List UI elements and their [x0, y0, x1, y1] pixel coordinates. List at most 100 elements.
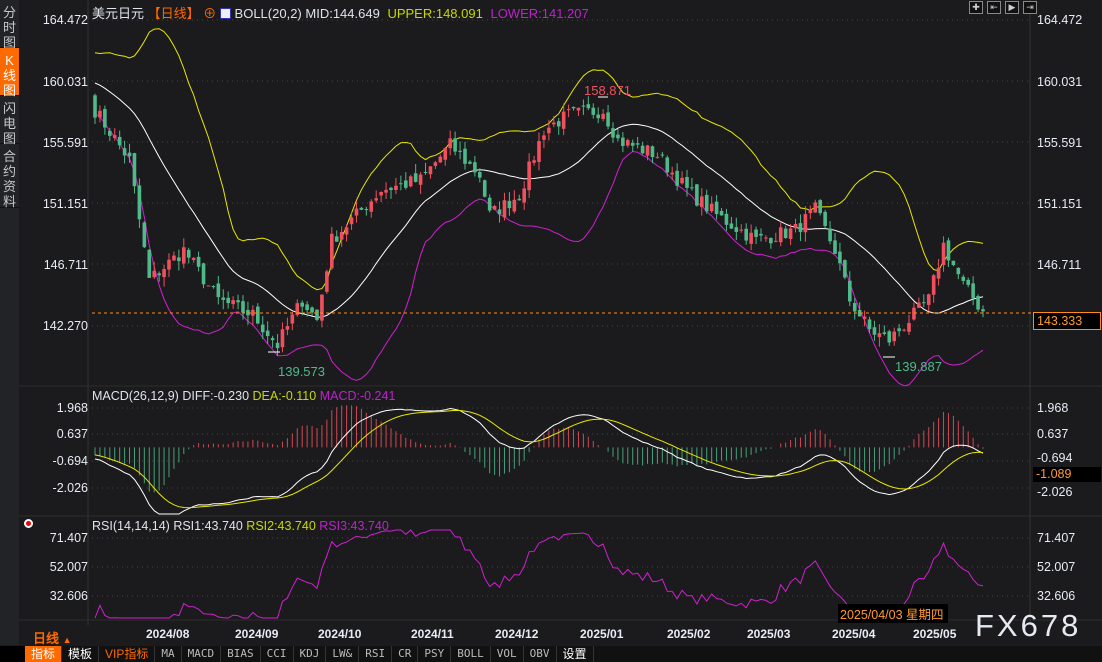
toolbar-macd[interactable]: MACD — [182, 646, 222, 662]
toolbar-vol[interactable]: VOL — [491, 646, 524, 662]
macd-current-badge: -1.089 — [1033, 467, 1101, 482]
toolbar-settings[interactable]: 设置 — [557, 646, 594, 662]
toolbar-psy[interactable]: PSY — [418, 646, 452, 662]
record-icon[interactable] — [24, 519, 33, 528]
rsi-tick: 32.606 — [49, 589, 88, 603]
month-label: 2025/01 — [580, 627, 624, 641]
crosshair-icon[interactable]: ⊕ — [203, 6, 217, 21]
tab-kline[interactable]: K线图 — [0, 48, 19, 98]
toolbar-boll[interactable]: BOLL — [451, 646, 491, 662]
candle-body — [344, 227, 349, 235]
candle-body — [764, 237, 768, 239]
crosshair-tool-icon[interactable]: ✚ — [969, 1, 983, 14]
candle-body — [655, 156, 660, 158]
candle-body — [122, 148, 127, 156]
rsi1-value: RSI1:43.740 — [173, 519, 243, 533]
candle-body — [196, 256, 201, 267]
period-selector[interactable]: 日线 ▲ — [33, 628, 72, 647]
candle-body — [216, 283, 221, 298]
price-tick-right: 160.031 — [1037, 75, 1083, 89]
candle-body — [754, 229, 758, 237]
period-label: 【日线】 — [147, 6, 200, 21]
jump-end-icon[interactable]: ⇥ — [1023, 1, 1037, 14]
rsi2-value: RSI2:43.740 — [246, 519, 316, 533]
toolbar-cr[interactable]: CR — [392, 646, 419, 662]
candle-body — [157, 273, 161, 276]
toolbar-obv[interactable]: OBV — [524, 646, 557, 662]
candle-body — [497, 209, 502, 215]
toolbar-bias[interactable]: BIAS — [221, 646, 261, 662]
tab-contract-info[interactable]: 合约资料 — [0, 144, 19, 209]
candle-body — [862, 316, 867, 320]
candle-body — [857, 310, 862, 317]
play-icon[interactable]: ▶ — [1005, 1, 1019, 14]
candle-body — [482, 180, 487, 197]
candle-body — [734, 227, 739, 232]
candle-body — [547, 127, 551, 134]
candle-body — [379, 192, 383, 196]
toolbar-cci[interactable]: CCI — [261, 646, 294, 662]
price-tick-right: 151.151 — [1037, 197, 1083, 211]
toolbar-templates[interactable]: 模板 — [62, 646, 100, 662]
toolbar-lw[interactable]: LW& — [326, 646, 360, 662]
rsi-label: RSI(14,14,14) — [92, 519, 170, 533]
candle-body — [463, 148, 467, 164]
candle-body — [354, 208, 359, 216]
candle-body — [660, 154, 665, 156]
high-annotation: 158.871 — [584, 83, 631, 98]
zoom-in-icon[interactable]: ⇤ — [987, 1, 1001, 14]
candle-body — [295, 303, 300, 315]
price-tick: 142.270 — [42, 319, 88, 333]
month-label: 2024/08 — [146, 627, 190, 641]
candle-body — [704, 194, 709, 212]
period-selector-label: 日线 — [33, 631, 60, 646]
candle-body — [813, 202, 818, 213]
candle-body — [300, 302, 304, 307]
candle-body — [492, 205, 497, 210]
candle-body — [724, 213, 729, 225]
candle-body — [132, 153, 137, 187]
month-label: 2024/10 — [318, 627, 362, 641]
candle-body — [108, 130, 112, 136]
candle-body — [709, 203, 714, 212]
candle-body — [394, 185, 398, 191]
macd-tick: 0.637 — [56, 427, 88, 441]
candle-body — [665, 157, 670, 173]
candle-body — [926, 294, 931, 305]
candle-body — [680, 177, 684, 184]
toolbar-rsi[interactable]: RSI — [359, 646, 393, 662]
candle-body — [364, 208, 369, 211]
candle-body — [285, 326, 290, 330]
candle-body — [527, 161, 531, 191]
indicator-icon[interactable] — [219, 8, 231, 19]
candle-body — [280, 329, 285, 348]
chart-canvas[interactable] — [0, 0, 1102, 645]
candle-body — [621, 137, 625, 146]
candle-body — [265, 330, 270, 337]
toolbar-ma[interactable]: MA — [155, 646, 182, 662]
tab-flash[interactable]: 闪电图 — [0, 96, 19, 146]
price-tick: 164.472 — [42, 13, 88, 27]
boll-mid-line — [94, 82, 984, 318]
toolbar-kdj[interactable]: KDJ — [294, 646, 327, 662]
tab-timeshare[interactable]: 分时图 — [0, 0, 19, 50]
candle-body — [290, 314, 295, 324]
boll-label: BOLL(20,2) — [234, 6, 302, 21]
candle-body — [635, 143, 640, 145]
toolbar-vip[interactable]: VIP指标 — [99, 646, 156, 662]
candle-body — [162, 269, 166, 278]
candle-body — [137, 185, 142, 220]
rsi-line — [94, 529, 984, 619]
candle-body — [93, 95, 97, 118]
candle-body — [897, 328, 901, 332]
candle-body — [310, 307, 314, 313]
candle-body — [941, 242, 946, 266]
toolbar-indicators[interactable]: 指标 — [25, 646, 63, 662]
candle-body — [818, 200, 822, 214]
boll-mid: MID:144.649 — [305, 6, 380, 21]
candle-body — [596, 114, 600, 119]
candle-body — [640, 145, 645, 154]
candle-body — [951, 260, 956, 266]
candle-body — [700, 196, 704, 207]
triangle-up-icon: ▲ — [62, 635, 72, 645]
